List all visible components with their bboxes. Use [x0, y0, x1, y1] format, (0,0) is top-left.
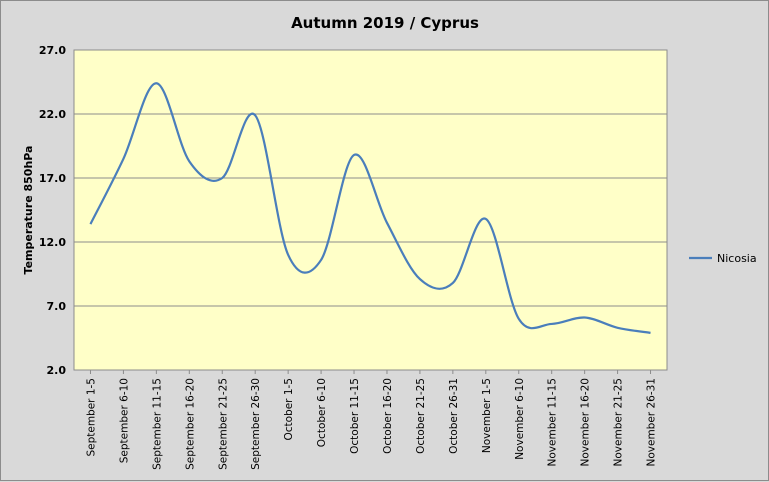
x-tick-label: September 21-25: [217, 378, 229, 470]
x-tick-label: October 21-25: [415, 378, 427, 454]
x-tick-label: September 26-30: [250, 378, 262, 470]
x-tick-label: October 16-20: [382, 378, 394, 454]
y-tick-label: 2.0: [47, 364, 67, 377]
x-tick-label: September 1-5: [85, 378, 97, 457]
chart-title: Autumn 2019 / Cyprus: [291, 14, 479, 32]
x-tick-label: November 6-10: [514, 378, 526, 460]
y-tick-label: 17.0: [39, 172, 66, 185]
y-axis-ticks: 2.0 7.0 12.0 17.0 22.0 27.0: [39, 44, 66, 377]
x-axis-ticks: September 1-5 September 6-10 September 11-…: [85, 370, 658, 470]
y-tick-label: 7.0: [47, 300, 67, 313]
y-tick-label: 27.0: [39, 44, 66, 57]
x-tick-label: October 26-31: [448, 378, 460, 454]
y-tick-label: 22.0: [39, 108, 66, 121]
x-tick-label: November 21-25: [613, 378, 625, 466]
x-tick-label: November 11-15: [547, 378, 559, 466]
x-tick-label: November 16-20: [580, 378, 592, 466]
series-layer: [89, 82, 651, 334]
x-tick-label: November 26-31: [646, 378, 658, 466]
y-tick-label: 12.0: [39, 236, 66, 249]
x-tick-label: September 16-20: [184, 378, 196, 470]
x-tick-label: October 1-5: [283, 378, 295, 441]
y-axis-label: Temperature 850hPa: [22, 146, 35, 275]
series-line-nicosia: [89, 82, 651, 334]
plot-area: [73, 49, 668, 371]
x-tick-label: September 11-15: [151, 378, 163, 470]
legend: Nicosia: [689, 252, 757, 265]
x-tick-label: November 1-5: [481, 378, 493, 453]
legend-label-nicosia: Nicosia: [717, 252, 757, 265]
x-tick-label: September 6-10: [118, 378, 130, 463]
x-tick-label: October 11-15: [349, 378, 361, 454]
x-tick-label: October 6-10: [316, 378, 328, 447]
